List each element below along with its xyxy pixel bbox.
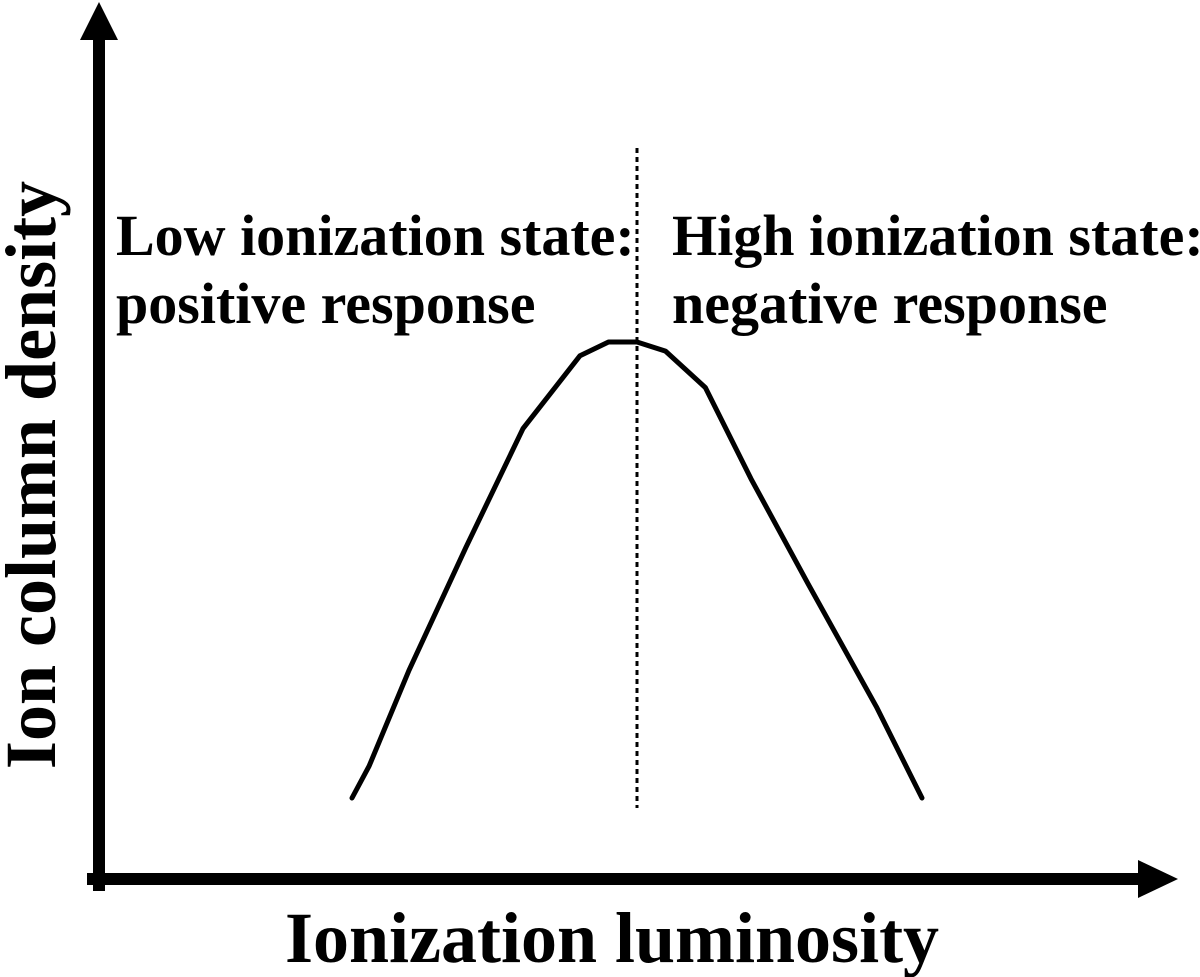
high-state-label: High ionization state: negative response: [672, 203, 1200, 336]
response-curve: [349, 339, 925, 801]
y-axis-label: Ion column density: [0, 181, 71, 769]
y-axis-arrowhead: [80, 2, 118, 40]
x-axis-label: Ionization luminosity: [285, 898, 939, 977]
x-axis-arrowhead: [1138, 860, 1178, 898]
high-state-line2: negative response: [672, 271, 1108, 336]
low-state-label: Low ionization state: positive response: [116, 203, 649, 336]
high-state-line1: High ionization state:: [672, 203, 1200, 268]
low-state-line2: positive response: [116, 271, 535, 336]
low-state-line1: Low ionization state:: [116, 203, 635, 268]
